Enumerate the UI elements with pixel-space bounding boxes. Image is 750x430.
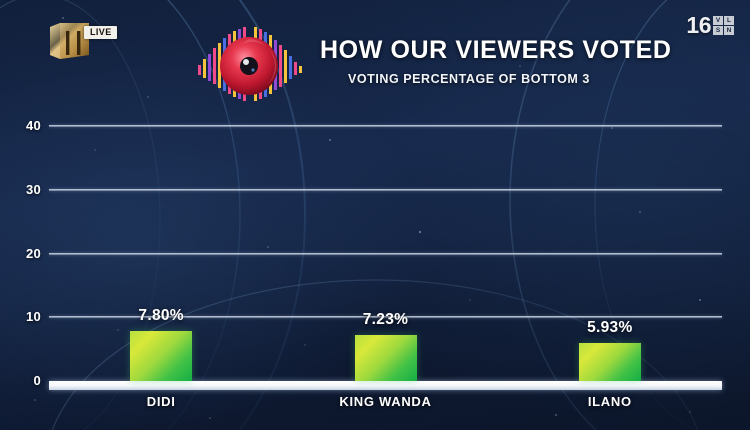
live-badge: LIVE bbox=[84, 26, 117, 39]
bar-value-label: 7.80% bbox=[138, 307, 184, 325]
rating-descriptor: N bbox=[724, 26, 734, 35]
bar-value-label: 5.93% bbox=[587, 319, 633, 337]
y-axis-tick-label: 0 bbox=[33, 373, 41, 388]
big-brother-eye-logo bbox=[198, 27, 302, 101]
y-axis-tick-label: 40 bbox=[25, 118, 41, 133]
y-axis-tick-label: 20 bbox=[25, 245, 41, 261]
age-rating-badge: 16 V L S N bbox=[686, 14, 734, 37]
y-axis-tick-label: 10 bbox=[25, 309, 41, 325]
gridline bbox=[49, 252, 722, 255]
gridline bbox=[49, 188, 722, 191]
x-axis-baseline bbox=[49, 381, 722, 390]
x-axis-category-label: KING WANDA bbox=[339, 394, 432, 409]
x-axis-category-label: ILANO bbox=[587, 394, 632, 409]
gridline bbox=[49, 316, 722, 319]
y-axis-tick-label: 30 bbox=[25, 181, 41, 197]
chart-bar bbox=[130, 331, 193, 381]
age-rating-number: 16 bbox=[686, 12, 711, 38]
page-title: HOW OUR VIEWERS VOTED bbox=[320, 36, 672, 64]
rating-descriptor: V bbox=[713, 16, 723, 25]
rating-descriptor: S bbox=[713, 26, 723, 35]
bar-value-label: 7.23% bbox=[362, 310, 409, 328]
header: LIVE bbox=[0, 0, 750, 112]
chart-bar bbox=[354, 334, 417, 381]
chart-bar bbox=[578, 343, 641, 381]
gridline bbox=[49, 125, 722, 127]
rating-descriptor: L bbox=[724, 16, 734, 25]
rating-descriptor-grid: V L S N bbox=[713, 16, 734, 35]
page-subtitle: VOTING PERCENTAGE OF BOTTOM 3 bbox=[348, 72, 590, 86]
title-block: HOW OUR VIEWERS VOTED VOTING PERCENTAGE … bbox=[320, 36, 680, 87]
africa-magic-m-logo bbox=[50, 23, 89, 59]
x-axis-category-label: DIDI bbox=[146, 394, 176, 409]
